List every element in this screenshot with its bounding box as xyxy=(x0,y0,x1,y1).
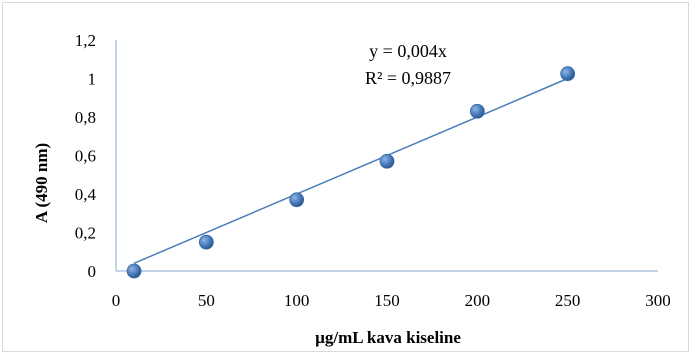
y-tick-labels: 0 0,2 0,4 0,6 0,8 1 1,2 xyxy=(75,31,97,281)
data-point xyxy=(469,103,485,119)
x-axis-title: µg/mL kava kiseline xyxy=(315,328,461,347)
y-tick-label: 0,2 xyxy=(75,224,96,243)
trendline-equation: y = 0,004x xyxy=(369,41,447,61)
data-point xyxy=(560,66,576,82)
trendline xyxy=(133,77,568,264)
y-tick-label: 1 xyxy=(88,70,97,89)
x-tick-label: 0 xyxy=(112,291,121,310)
data-point xyxy=(379,153,395,169)
data-point xyxy=(126,263,142,279)
y-tick-label: 0 xyxy=(88,262,97,281)
data-points xyxy=(126,66,576,279)
data-point xyxy=(198,234,214,250)
x-tick-label: 100 xyxy=(284,291,310,310)
y-tick-label: 0,4 xyxy=(75,185,97,204)
x-tick-label: 300 xyxy=(645,291,671,310)
y-axis-title: A (490 nm) xyxy=(32,143,51,223)
x-tick-label: 150 xyxy=(374,291,400,310)
y-tick-label: 1,2 xyxy=(75,31,96,50)
r-squared-label: R² = 0,9887 xyxy=(365,68,451,88)
y-tick-label: 0,6 xyxy=(75,147,96,166)
x-tick-label: 50 xyxy=(198,291,215,310)
x-tick-label: 200 xyxy=(465,291,491,310)
y-tick-label: 0,8 xyxy=(75,108,96,127)
x-tick-labels: 0 50 100 150 200 250 300 xyxy=(112,291,671,310)
x-tick-label: 250 xyxy=(555,291,581,310)
data-point xyxy=(289,192,305,208)
